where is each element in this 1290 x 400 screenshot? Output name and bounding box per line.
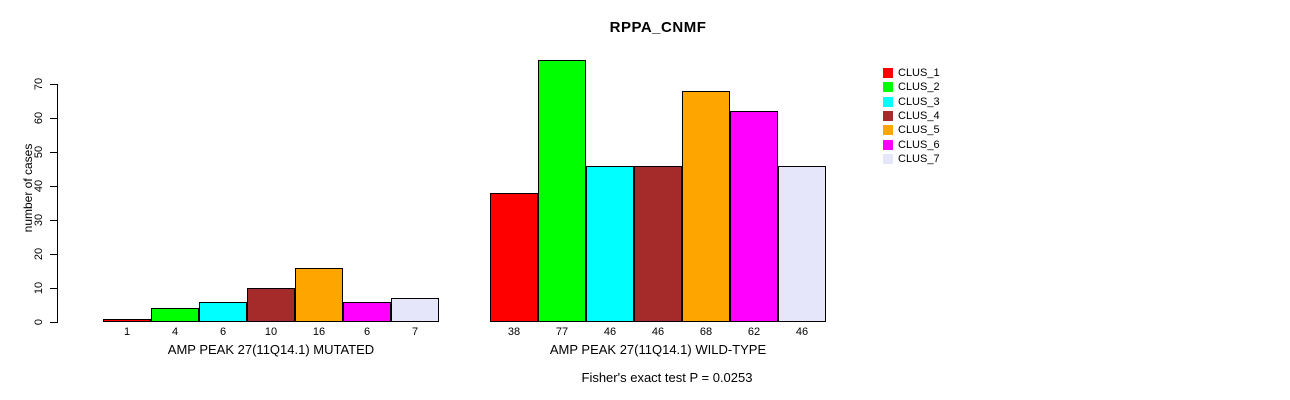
bar-clus_7 [391,298,439,322]
bar-clus_6 [343,302,391,322]
legend-label: CLUS_3 [898,95,940,108]
y-axis-tick [50,220,57,221]
y-axis-tick [50,254,57,255]
legend: CLUS_1 CLUS_2 CLUS_3 CLUS_4 CLUS_5 CLUS_6 CLUS… [883,66,940,166]
y-axis-tick [50,322,57,323]
y-axis-tick [50,118,57,119]
bar-clus_5 [295,268,343,322]
legend-item: CLUS_7 [883,152,940,166]
legend-item: CLUS_5 [883,123,940,137]
bar-count-label: 6 [219,326,227,338]
bar-count-label: 10 [264,326,278,338]
legend-item: CLUS_4 [883,109,940,123]
bar-count-label: 16 [312,326,326,338]
bar-count-label: 46 [795,326,809,338]
legend-label: CLUS_1 [898,67,940,80]
bar-clus_3 [586,166,634,322]
chart-title: RPPA_CNMF [609,19,707,36]
y-axis-tick [50,84,57,85]
legend-color-swatch [883,96,893,107]
legend-color-swatch [883,82,893,93]
bar-count-label: 1 [123,326,131,338]
bar-count-label: 6 [363,326,371,338]
y-axis-tick [50,288,57,289]
bar-clus_7 [778,166,826,322]
legend-label: CLUS_2 [898,81,940,94]
legend-color-swatch [883,68,893,79]
bar-count-label: 68 [699,326,713,338]
fisher-test-annotation: Fisher's exact test P = 0.0253 [581,370,753,385]
bar-count-label: 77 [555,326,569,338]
legend-item: CLUS_1 [883,66,940,80]
bar-clus_2 [538,60,586,322]
bar-count-label: 38 [507,326,521,338]
x-axis-group-label: AMP PEAK 27(11Q14.1) MUTATED [167,342,375,357]
legend-color-swatch [883,111,893,122]
legend-color-swatch [883,153,893,164]
bar-clus_1 [103,319,151,322]
bar-clus_4 [634,166,682,322]
legend-label: CLUS_4 [898,110,940,123]
bar-count-label: 46 [651,326,665,338]
bar-count-label: 46 [603,326,617,338]
legend-item: CLUS_6 [883,137,940,151]
bar-count-label: 7 [411,326,419,338]
legend-item: CLUS_2 [883,80,940,94]
legend-item: CLUS_3 [883,95,940,109]
y-axis-tick [50,186,57,187]
bar-clus_3 [199,302,247,322]
bar-clus_4 [247,288,295,322]
bar-clus_1 [490,193,538,322]
bar-clus_5 [682,91,730,322]
legend-color-swatch [883,125,893,136]
bar-clus_2 [151,308,199,322]
legend-label: CLUS_7 [898,152,940,165]
bar-count-label: 4 [171,326,179,338]
y-axis-tick [50,152,57,153]
y-axis-line [57,84,58,323]
legend-label: CLUS_5 [898,124,940,137]
bar-count-label: 62 [747,326,761,338]
x-axis-group-label: AMP PEAK 27(11Q14.1) WILD-TYPE [549,342,767,357]
legend-label: CLUS_6 [898,138,940,151]
bar-clus_6 [730,111,778,322]
legend-color-swatch [883,139,893,150]
